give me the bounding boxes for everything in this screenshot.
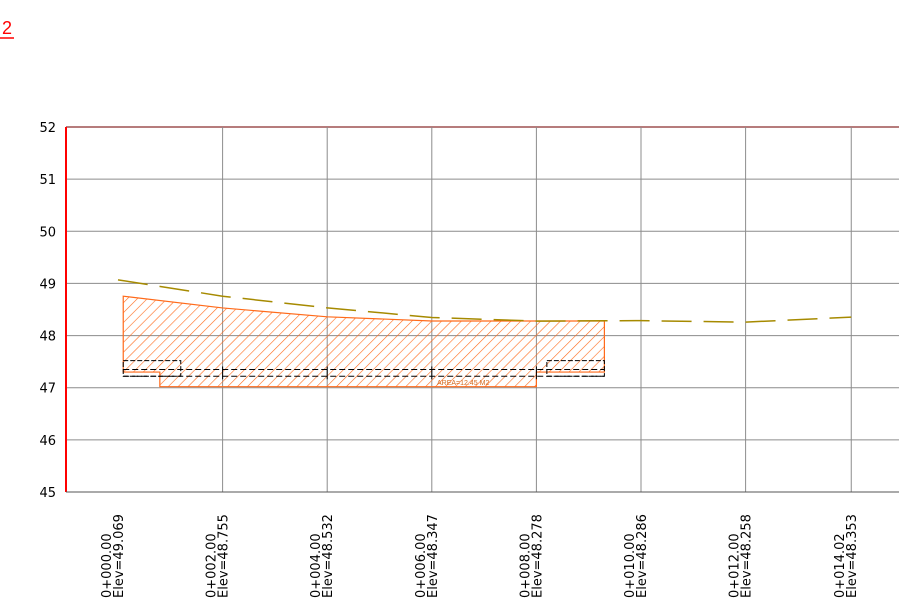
y-tick-label: 51	[39, 173, 56, 188]
axes	[65, 127, 899, 493]
existing-ground-polyline	[117, 279, 852, 323]
pavement-section	[122, 360, 605, 380]
y-tick-label: 52	[39, 121, 56, 136]
curb-left	[122, 360, 182, 377]
curb-right	[546, 360, 605, 377]
corner-mark: 2	[2, 18, 12, 38]
x-tick-elev: Elev=48.353	[845, 514, 860, 598]
x-tick-station: 0+002.00	[205, 533, 220, 598]
x-tick-station: 0+006.00	[414, 533, 429, 598]
area-label: AREA=12.45 M2	[437, 380, 489, 387]
x-tick-station: 0+010.00	[623, 533, 638, 598]
x-tick-elev: Elev=48.286	[635, 514, 650, 598]
cut-area	[122, 295, 605, 388]
y-tick-label: 45	[39, 486, 56, 501]
y-tick-label: 49	[39, 277, 56, 292]
x-tick-station: 0+014.02	[833, 533, 848, 598]
cut-area-polygon	[122, 295, 605, 388]
y-tick-label: 50	[39, 225, 56, 240]
y-tick-label: 46	[39, 434, 56, 449]
x-tick-elev: Elev=48.347	[426, 514, 441, 598]
x-tick-station: 0+004.00	[309, 533, 324, 598]
y-tick-label: 47	[39, 382, 56, 397]
existing-ground-line	[117, 279, 852, 323]
x-tick-station: 0+012.00	[728, 533, 743, 598]
x-tick-elev: Elev=48.755	[217, 514, 232, 598]
x-tick-elev: Elev=49.069	[112, 514, 127, 598]
x-tick-station: 0+000.00	[100, 533, 115, 598]
x-tick-elev: Elev=48.532	[321, 514, 336, 598]
y-tick-label: 48	[39, 330, 56, 345]
x-tick-elev: Elev=48.278	[530, 514, 545, 598]
x-tick-elev: Elev=48.258	[740, 514, 755, 598]
x-tick-station: 0+008.00	[518, 533, 533, 598]
